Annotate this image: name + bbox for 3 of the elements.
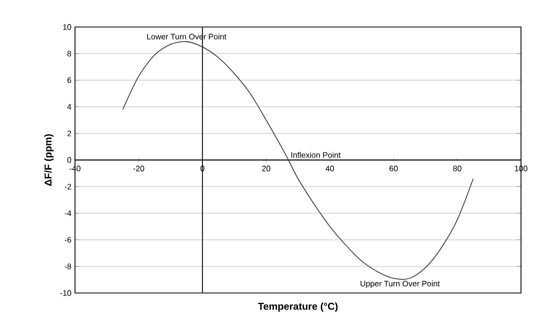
y-axis-title: ΔF/F (ppm) xyxy=(44,134,54,186)
x-axis-title: Temperature (°C) xyxy=(258,302,338,312)
line-series xyxy=(122,41,474,280)
